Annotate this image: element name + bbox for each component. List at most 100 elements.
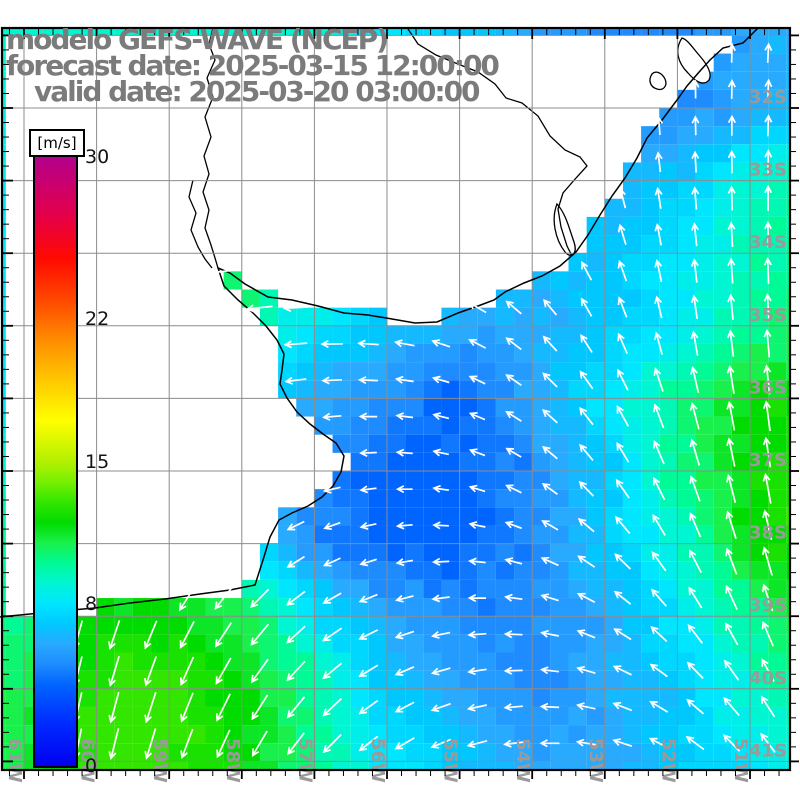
ocean-cell xyxy=(568,289,587,308)
wind-arrow xyxy=(764,42,773,63)
ocean-cell xyxy=(514,706,533,726)
ocean-cell xyxy=(423,688,442,707)
ocean-cell xyxy=(768,216,787,236)
wind-arrow xyxy=(322,662,343,680)
ocean-cell xyxy=(441,525,460,544)
ocean-cell xyxy=(768,362,787,381)
lat-axis-label: 32S xyxy=(749,87,787,108)
ocean-cell xyxy=(278,343,297,363)
ocean-cell xyxy=(423,343,442,363)
ocean-cell xyxy=(550,706,569,726)
ocean-cell xyxy=(441,434,460,453)
ocean-cell xyxy=(532,706,551,726)
wind-arrow xyxy=(215,622,233,648)
wind-arrow xyxy=(579,443,594,461)
ocean-cell xyxy=(278,688,297,707)
ocean-cell xyxy=(695,416,714,435)
ocean-cell xyxy=(659,652,678,671)
ocean-cell xyxy=(641,688,660,707)
ocean-cell xyxy=(622,253,642,272)
ocean-cell xyxy=(296,670,315,689)
ocean-cell xyxy=(2,652,6,671)
lat-axis-label: 39S xyxy=(749,595,787,616)
ocean-cell xyxy=(495,598,515,617)
ocean-cell xyxy=(514,561,533,580)
ocean-cell xyxy=(2,761,6,770)
wind-arrow xyxy=(541,482,558,495)
ocean-cell xyxy=(622,235,642,254)
ocean-cell xyxy=(459,670,478,689)
ocean-cell xyxy=(786,579,790,599)
ocean-cell xyxy=(622,362,642,381)
ocean-cell xyxy=(332,325,351,344)
ocean-cell xyxy=(768,53,787,72)
wind-arrow xyxy=(725,547,738,575)
ocean-cell xyxy=(695,579,714,599)
ocean-cell xyxy=(278,616,297,635)
wind-arrow xyxy=(764,78,773,100)
ocean-cell xyxy=(405,507,424,526)
ocean-cell xyxy=(2,307,6,326)
ocean-cell xyxy=(151,761,170,770)
wind-arrow xyxy=(685,736,705,751)
ocean-cell xyxy=(768,89,787,108)
wind-arrow xyxy=(613,590,632,605)
wind-arrow xyxy=(322,557,341,567)
ocean-cell xyxy=(241,761,260,770)
ocean-cell xyxy=(622,688,642,707)
wind-arrow xyxy=(466,739,488,749)
ocean-cell xyxy=(314,561,333,580)
ocean-cell xyxy=(477,761,496,770)
ocean-cell xyxy=(731,307,750,326)
ocean-cell xyxy=(187,634,206,653)
ocean-cell xyxy=(659,325,678,344)
ocean-cell xyxy=(586,235,605,254)
wind-arrow xyxy=(539,666,560,675)
ocean-cell xyxy=(387,452,406,471)
ocean-cell xyxy=(713,162,732,181)
ocean-cell xyxy=(604,235,623,254)
ocean-cell xyxy=(259,307,279,326)
ocean-cell xyxy=(622,725,642,744)
ocean-cell xyxy=(259,688,279,707)
ocean-cell xyxy=(677,362,696,381)
wind-arrow xyxy=(179,585,196,612)
ocean-cell xyxy=(459,28,478,36)
ocean-cell xyxy=(314,489,333,508)
ocean-cell xyxy=(514,598,533,617)
ocean-cell xyxy=(622,271,642,290)
ocean-cell xyxy=(750,343,769,363)
ocean-cell xyxy=(550,652,569,671)
ocean-cell xyxy=(114,743,133,762)
wind-arrow xyxy=(358,664,379,678)
ocean-cell xyxy=(768,126,787,145)
wind-arrow xyxy=(503,666,523,675)
ocean-cell xyxy=(586,543,605,562)
ocean-cell xyxy=(786,489,790,508)
ocean-cell xyxy=(405,452,424,471)
ocean-cell xyxy=(78,761,97,770)
ocean-cell xyxy=(259,561,279,580)
wind-arrow xyxy=(430,702,451,713)
ocean-cell xyxy=(60,28,79,36)
wind-arrow xyxy=(612,665,632,676)
ocean-cell xyxy=(387,598,406,617)
wind-arrow xyxy=(541,520,559,531)
ocean-cell xyxy=(405,652,424,671)
ocean-cell xyxy=(423,28,442,36)
ocean-cell xyxy=(677,325,696,344)
ocean-cell xyxy=(604,198,623,217)
wind-arrow xyxy=(763,364,772,395)
ocean-cell xyxy=(659,725,678,744)
ocean-cell xyxy=(350,634,369,653)
ocean-cell xyxy=(786,216,790,236)
ocean-cell xyxy=(2,561,6,580)
ocean-cell xyxy=(2,598,6,617)
ocean-cell xyxy=(495,507,515,526)
wind-arrow xyxy=(722,734,741,752)
ocean-cell xyxy=(350,507,369,526)
ocean-cell xyxy=(550,507,569,526)
ocean-cell xyxy=(387,579,406,599)
wind-arrow xyxy=(286,590,306,606)
ocean-cell xyxy=(241,616,260,635)
